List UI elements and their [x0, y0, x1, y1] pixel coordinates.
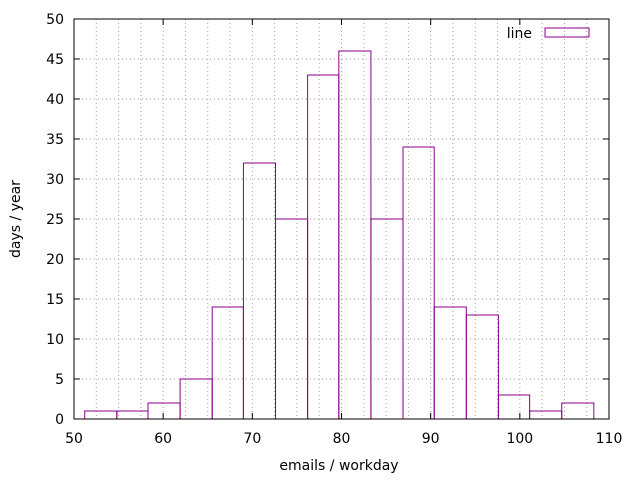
histogram-bar [402, 146, 435, 420]
y-tick-label: 40 [46, 92, 64, 108]
histogram-bar [370, 218, 404, 420]
histogram-bar [275, 218, 309, 420]
x-tick-labels: 50 60 70 80 90 100 110 [65, 431, 622, 447]
x-tick-label: 50 [65, 431, 83, 447]
histogram-bar [338, 50, 372, 420]
x-axis-label: emails / workday [279, 458, 398, 474]
histogram-bar [433, 306, 467, 420]
y-tick-label: 10 [46, 332, 64, 348]
y-tick-label: 25 [46, 212, 64, 228]
y-axis-label: days / year [8, 180, 24, 258]
grid-lines [74, 19, 609, 419]
histogram-bar [307, 74, 340, 420]
x-tick-label: 80 [333, 431, 351, 447]
y-tick-label: 15 [46, 292, 64, 308]
x-tick-label: 110 [596, 431, 623, 447]
y-tick-label: 5 [55, 372, 64, 388]
histogram-bars [84, 50, 595, 420]
axis-ticks [73, 18, 610, 420]
y-tick-label: 35 [46, 132, 64, 148]
y-tick-label: 20 [46, 252, 64, 268]
histogram-bar [116, 410, 149, 420]
x-tick-label: 70 [243, 431, 261, 447]
y-tick-label: 50 [46, 12, 64, 28]
y-tick-label: 30 [46, 172, 64, 188]
histogram-bar [147, 402, 181, 420]
histogram-bar [242, 162, 277, 420]
y-tick-labels: 0 5 10 15 20 25 30 35 40 45 50 [46, 12, 64, 428]
histogram-bar [529, 410, 563, 420]
x-tick-label: 60 [154, 431, 172, 447]
histogram-bar [465, 314, 499, 420]
y-tick-label: 45 [46, 52, 64, 68]
x-tick-label: 90 [422, 431, 440, 447]
histogram-bar [84, 410, 118, 420]
histogram-bar [561, 402, 595, 420]
y-tick-label: 0 [55, 412, 64, 428]
legend-swatch [544, 27, 590, 38]
legend-entry-label: line [507, 26, 532, 42]
x-tick-label: 100 [506, 431, 533, 447]
histogram-bar [211, 306, 244, 420]
legend: line [507, 26, 590, 42]
histogram-bar [497, 394, 531, 420]
